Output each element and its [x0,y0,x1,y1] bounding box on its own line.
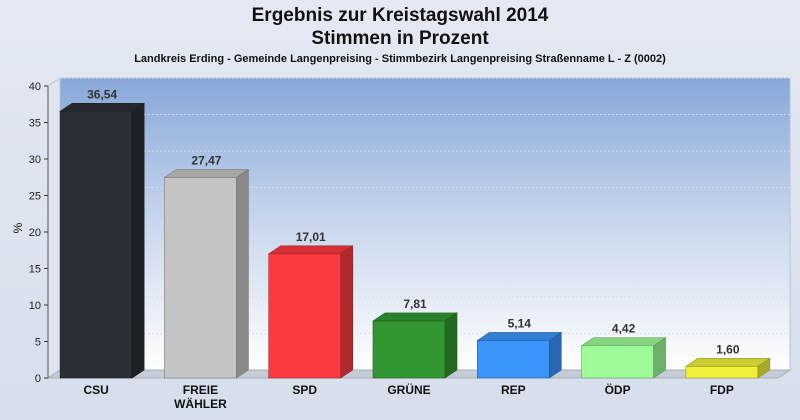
bar-side [340,245,354,379]
bar [268,253,342,379]
category-label: CSU [83,383,108,397]
chart-title-2: Stimmen in Prozent [311,28,489,49]
bar [164,177,237,379]
category-label: ÖDP [605,382,631,397]
value-label: 5,14 [508,316,532,330]
value-label: 17,01 [296,230,326,244]
chart-subtitle: Landkreis Erding - Gemeinde Langenpreisi… [134,53,666,65]
bar-side [236,168,249,379]
category-label: REP [501,383,526,397]
bar-top [684,358,771,367]
y-tick-label: 15 [29,264,41,276]
value-label: 27,47 [191,153,221,167]
value-label: 1,60 [716,342,740,356]
bar-top [580,337,667,347]
value-label: 7,81 [403,297,427,311]
y-tick-label: 20 [29,227,41,239]
bar-group [267,245,354,379]
bar [372,320,446,379]
y-axis-label: % [11,222,25,233]
bar [476,340,550,379]
bar-group [476,331,563,379]
bar [59,110,133,379]
bar-group [372,312,458,379]
bar-top [163,169,250,178]
y-tick-label: 40 [29,81,41,93]
bar-group [163,168,250,379]
y-tick-label: 0 [35,373,41,385]
bar-side [757,357,771,379]
title-block: Ergebnis zur Kreistagswahl 2014 Stimmen … [0,4,800,65]
bar-side [131,102,145,379]
y-tick-label: 35 [29,118,41,130]
y-tick-label: 30 [29,154,41,166]
bar [685,366,759,379]
category-label: FDP [710,383,734,397]
bar-group [580,337,667,379]
category-label: GRÜNE [387,382,430,397]
bar-side [548,331,562,379]
bar-top [59,102,146,112]
bar-top [372,312,458,322]
bar-side [444,312,458,379]
bar [581,345,654,379]
y-tick-label: 5 [35,337,41,349]
bar-group [684,357,771,379]
category-label: SPD [292,383,317,397]
bar-top [267,245,354,255]
y-tick-label: 10 [29,300,41,312]
chart-title: Ergebnis zur Kreistagswahl 2014 [251,5,549,26]
y-tick-label: 25 [29,191,41,203]
value-label: 4,42 [612,322,636,336]
bar-group [59,102,146,379]
plot-side-wall [47,77,61,379]
category-label: FREIE WÄHLER [174,383,227,411]
value-label: 36,54 [87,87,117,101]
bar-side [653,337,666,379]
bar-top [476,332,563,341]
